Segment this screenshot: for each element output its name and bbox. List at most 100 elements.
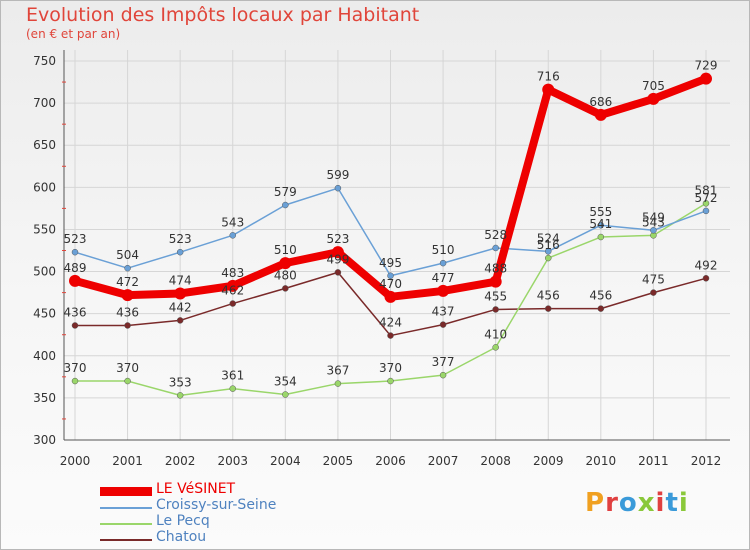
data-point xyxy=(331,246,344,259)
data-label: 716 xyxy=(537,70,560,84)
data-label: 367 xyxy=(326,364,349,378)
data-point xyxy=(650,227,657,234)
legend-label: Le Pecq xyxy=(156,513,210,529)
x-tick-label: 2000 xyxy=(60,454,91,468)
data-point xyxy=(650,289,657,296)
y-tick-label: 450 xyxy=(33,307,56,321)
data-point xyxy=(69,274,81,287)
data-point xyxy=(545,305,552,312)
brand-letter: x xyxy=(637,488,656,518)
data-point xyxy=(700,72,712,85)
data-point xyxy=(702,200,710,207)
data-label: 504 xyxy=(116,248,139,262)
data-label: 475 xyxy=(642,273,665,287)
data-point xyxy=(282,391,289,398)
y-tick-label: 650 xyxy=(33,138,56,152)
brand-letter: i xyxy=(655,488,666,518)
chart-title: Evolution des Impôts locaux par Habitant xyxy=(26,4,420,26)
data-label: 488 xyxy=(484,262,507,276)
brand-logo: Proxiti xyxy=(585,488,689,518)
x-tick-label: 2006 xyxy=(375,454,406,468)
data-label: 474 xyxy=(169,273,192,287)
data-point xyxy=(384,290,397,303)
x-tick-label: 2002 xyxy=(165,454,196,468)
data-label: 462 xyxy=(221,284,244,298)
x-tick-label: 2001 xyxy=(112,454,143,468)
data-label: 442 xyxy=(169,300,192,314)
data-label: 523 xyxy=(169,232,192,246)
data-point xyxy=(334,184,342,192)
legend-label: Croissy-sur-Seine xyxy=(156,497,277,513)
x-tick-label: 2003 xyxy=(217,454,248,468)
data-label: 581 xyxy=(695,183,718,197)
data-point xyxy=(124,322,131,329)
data-point xyxy=(702,275,710,282)
data-point xyxy=(229,300,236,307)
brand-letter: t xyxy=(665,488,679,518)
brand-letter: P xyxy=(585,488,606,518)
data-label: 492 xyxy=(695,258,718,272)
data-point xyxy=(594,108,607,121)
data-point xyxy=(226,279,239,292)
data-label: 555 xyxy=(589,205,612,219)
data-label: 705 xyxy=(642,79,665,93)
data-label: 470 xyxy=(379,277,402,291)
y-tick-label: 550 xyxy=(33,222,56,236)
y-tick-label: 400 xyxy=(33,349,56,363)
data-point xyxy=(124,377,131,385)
data-point xyxy=(542,83,555,96)
x-tick-label: 2011 xyxy=(638,454,669,468)
data-label: 541 xyxy=(589,217,612,231)
data-point xyxy=(702,207,710,215)
data-point xyxy=(334,269,342,276)
x-tick-label: 2010 xyxy=(586,454,617,468)
data-label: 436 xyxy=(116,305,139,319)
chart-subtitle: (en € et par an) xyxy=(26,27,121,41)
legend-label: Chatou xyxy=(156,529,207,545)
data-label: 499 xyxy=(326,252,349,266)
x-tick-label: 2004 xyxy=(270,454,301,468)
brand-text: Proxiti xyxy=(585,488,689,518)
data-point xyxy=(387,377,394,385)
data-label: 480 xyxy=(274,268,297,282)
data-point xyxy=(439,321,447,328)
data-point xyxy=(489,275,502,288)
data-label: 370 xyxy=(64,361,87,375)
data-point xyxy=(279,257,292,270)
data-label: 370 xyxy=(379,361,402,375)
y-tick-label: 500 xyxy=(33,265,56,279)
data-label: 424 xyxy=(379,316,402,330)
x-tick-label: 2009 xyxy=(533,454,564,468)
data-label: 549 xyxy=(642,210,665,224)
y-tick-label: 300 xyxy=(33,433,56,447)
data-point xyxy=(71,322,79,329)
y-tick-label: 700 xyxy=(33,96,56,110)
data-point xyxy=(437,284,450,297)
data-label: 370 xyxy=(116,361,139,375)
data-point xyxy=(176,248,184,256)
data-label: 456 xyxy=(537,289,560,303)
data-label: 472 xyxy=(116,275,139,289)
data-label: 543 xyxy=(642,215,665,229)
data-point xyxy=(229,232,236,239)
x-tick-label: 2005 xyxy=(323,454,354,468)
y-tick-label: 350 xyxy=(33,391,56,405)
data-label: 516 xyxy=(537,238,560,252)
data-point xyxy=(124,264,131,272)
data-label: 579 xyxy=(274,185,297,199)
y-tick-label: 600 xyxy=(33,180,56,194)
data-point xyxy=(282,201,289,209)
data-label: 456 xyxy=(589,289,612,303)
data-point xyxy=(597,305,605,312)
data-label: 455 xyxy=(484,289,507,303)
data-label: 686 xyxy=(589,95,612,109)
legend-swatch xyxy=(100,487,152,496)
data-point xyxy=(647,92,660,105)
data-label: 543 xyxy=(221,215,244,229)
data-point xyxy=(387,272,394,280)
data-label: 477 xyxy=(432,271,455,285)
brand-letter: i xyxy=(678,488,689,518)
x-tick-label: 2008 xyxy=(480,454,511,468)
data-label: 483 xyxy=(221,266,244,280)
